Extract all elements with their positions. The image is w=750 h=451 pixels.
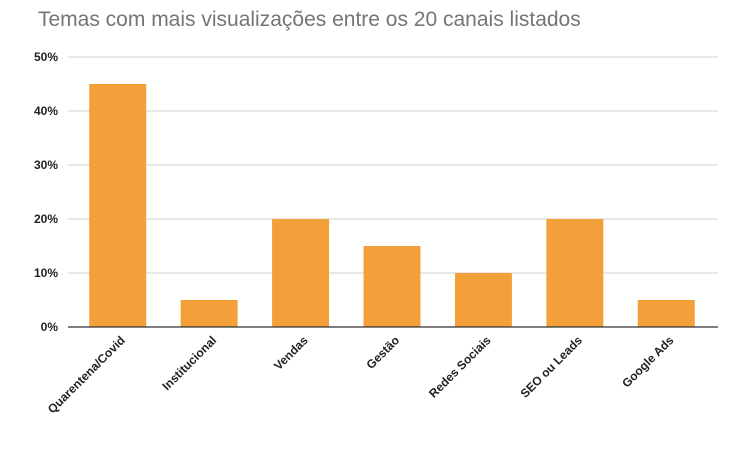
bar bbox=[546, 219, 604, 327]
bar bbox=[637, 300, 695, 327]
gridlines bbox=[68, 56, 718, 274]
x-category-label: Vendas bbox=[271, 333, 311, 373]
y-tick-label: 50% bbox=[34, 50, 58, 64]
x-axis-category-labels: Quarentena/Covid Institucional Vendas Gestã… bbox=[45, 333, 677, 416]
x-category-label: Quarentena/Covid bbox=[45, 333, 128, 416]
x-category-label: SEO ou Leads bbox=[518, 333, 586, 401]
bar bbox=[89, 84, 147, 327]
bar bbox=[180, 300, 238, 327]
y-axis-tick-labels: 0% 10% 20% 30% 40% 50% bbox=[34, 50, 58, 334]
y-tick-label: 20% bbox=[34, 212, 58, 226]
y-tick-label: 40% bbox=[34, 104, 58, 118]
bar bbox=[454, 273, 512, 327]
chart-title: Temas com mais visualizações entre os 20… bbox=[38, 8, 581, 31]
x-category-label: Redes Sociais bbox=[426, 333, 494, 401]
bar bbox=[272, 219, 330, 327]
y-tick-label: 30% bbox=[34, 158, 58, 172]
bar bbox=[363, 246, 421, 327]
x-category-label: Google Ads bbox=[619, 333, 676, 390]
bars bbox=[89, 84, 695, 327]
x-category-label: Gestão bbox=[363, 333, 402, 372]
y-tick-label: 0% bbox=[41, 320, 59, 334]
y-tick-label: 10% bbox=[34, 266, 58, 280]
x-category-label: Institucional bbox=[159, 333, 219, 393]
